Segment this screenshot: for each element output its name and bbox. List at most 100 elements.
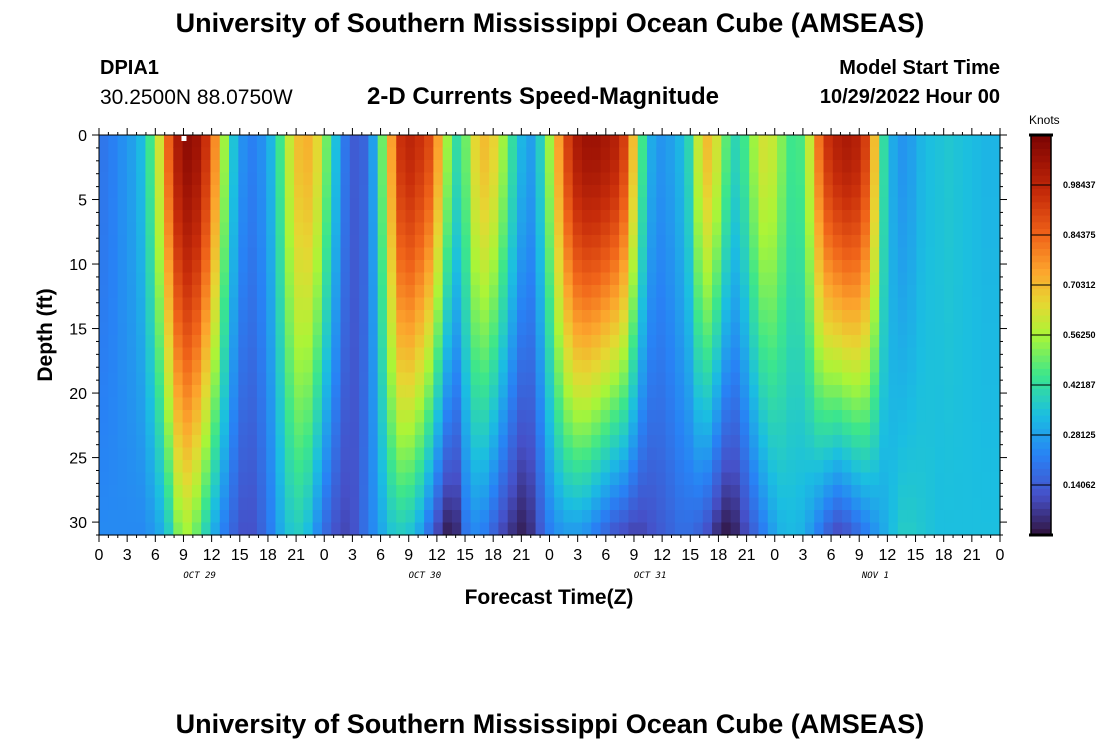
heatmap-cell [247,472,258,486]
heatmap-cell [953,235,964,249]
heatmap-cell [99,422,109,436]
heatmap-cell [600,197,611,211]
heatmap-cell [303,285,314,299]
heatmap-cell [823,460,834,474]
heatmap-cell [126,285,137,299]
heatmap-cell [275,485,286,499]
heatmap-cell [842,435,852,449]
heatmap-cell [256,510,267,524]
colorbar-segment [1031,241,1051,249]
heatmap-cell [99,335,109,349]
heatmap-cell [359,385,369,399]
heatmap-cell [563,385,574,399]
heatmap-cell [526,272,537,286]
heatmap-cell [117,385,128,399]
heatmap-cell [656,522,667,536]
heatmap-cell [702,160,713,174]
heatmap-cell [145,472,156,486]
heatmap-cell [981,160,992,174]
heatmap-cell [284,360,295,374]
heatmap-cell [934,235,945,249]
heatmap-cell [210,410,221,424]
heatmap-cell [349,322,360,336]
heatmap-cell [582,422,592,436]
heatmap-cell [832,410,843,424]
heatmap-cell [907,285,917,299]
heatmap-cell [739,322,750,336]
heatmap-cell [368,497,379,511]
heatmap-cell [907,410,917,424]
footer-title: University of Southern Mississippi Ocean… [175,709,925,739]
heatmap-cell [749,335,760,349]
heatmap-cell [544,172,555,186]
heatmap-cell [108,247,119,261]
heatmap-cell [275,347,286,361]
heatmap-cell [972,185,983,199]
heatmap-cell [823,360,834,374]
heatmap-cell [934,322,945,336]
x-tick-label: 12 [878,547,896,564]
heatmap-cell [619,235,630,249]
heatmap-cell [990,385,1001,399]
heatmap-cell [693,310,704,324]
heatmap-cell [359,360,369,374]
heatmap-cell [777,435,787,449]
heatmap-cell [479,272,490,286]
heatmap-cell [786,372,797,386]
heatmap-cell [256,260,267,274]
heatmap-cell [591,235,602,249]
heatmap-cell [674,222,685,236]
heatmap-cell [572,447,583,461]
heatmap-cell [702,510,713,524]
heatmap-cell [275,497,286,511]
heatmap-cell [479,397,490,411]
heatmap-cell [229,310,239,324]
heatmap-cell [851,385,862,399]
heatmap-cell [284,185,295,199]
heatmap-cell [108,447,119,461]
heatmap-cell [944,385,955,399]
heatmap-cell [804,372,815,386]
heatmap-cell [647,360,657,374]
x-tick-label: 21 [512,547,530,564]
heatmap-cell [582,497,592,511]
heatmap-cell [693,347,704,361]
heatmap-cell [702,285,713,299]
heatmap-cell [173,485,184,499]
heatmap-cell [470,185,481,199]
heatmap-cell [981,472,992,486]
heatmap-cell [572,210,583,224]
heatmap-cell [414,197,425,211]
heatmap-cell [712,435,722,449]
heatmap-cell [489,435,500,449]
heatmap-cell [229,447,239,461]
heatmap-cell [981,135,992,149]
heatmap-cell [944,260,955,274]
heatmap-cell [312,372,323,386]
heatmap-cell [665,260,676,274]
x-tick-label: 0 [95,547,104,564]
heatmap-cell [730,210,741,224]
heatmap-cell [294,272,304,286]
heatmap-cell [117,197,128,211]
heatmap-cell [814,372,825,386]
heatmap-cell [879,510,890,524]
heatmap-cell [433,160,444,174]
heatmap-cell [869,410,880,424]
heatmap-cell [795,435,806,449]
heatmap-cell [340,422,351,436]
heatmap-cell [953,135,964,149]
heatmap-cell [972,522,983,536]
heatmap-cell [888,435,899,449]
heatmap-cell [405,335,416,349]
heatmap-cell [804,397,815,411]
heatmap-cell [628,210,639,224]
heatmap-cell [275,472,286,486]
heatmap-cell [823,160,834,174]
heatmap-cell [795,260,806,274]
heatmap-cell [860,435,871,449]
heatmap-cell [229,472,239,486]
heatmap-cell [619,322,630,336]
heatmap-cell [303,410,314,424]
heatmap-cell [154,447,165,461]
